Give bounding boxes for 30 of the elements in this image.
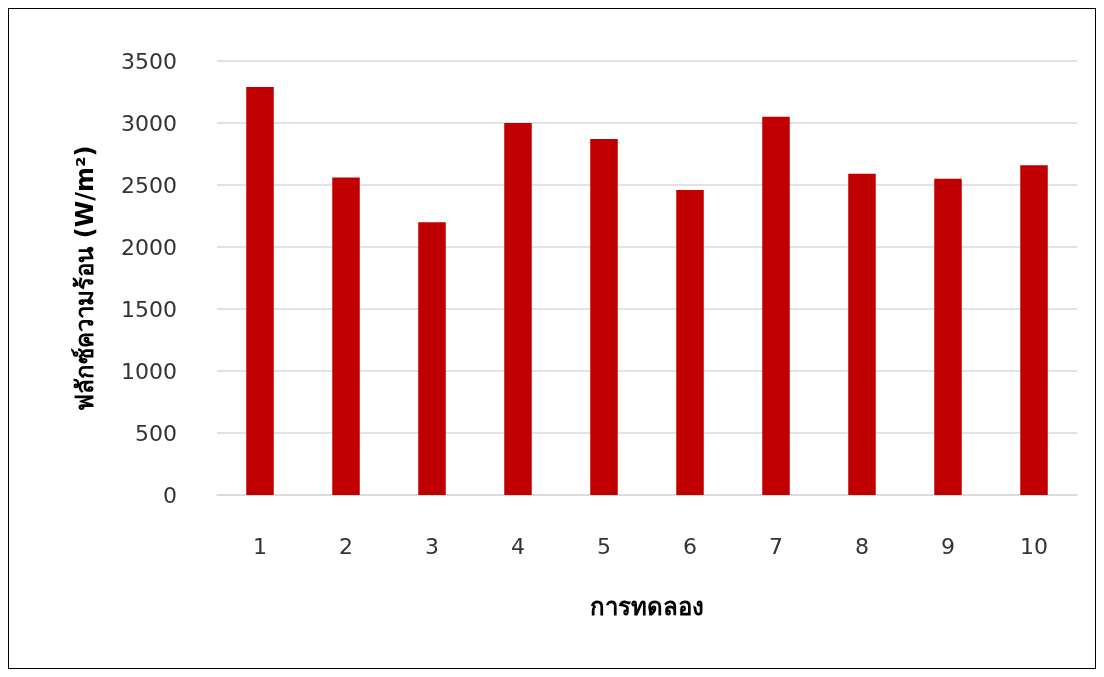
x-tick-label: 5	[597, 533, 611, 559]
x-tick-label: 6	[683, 533, 697, 559]
bar	[418, 222, 446, 495]
bar	[848, 173, 876, 495]
bar	[590, 139, 618, 495]
bar	[1020, 165, 1048, 495]
bar	[332, 177, 360, 495]
x-tick-label: 8	[855, 533, 869, 559]
y-axis-title: ฟลักซ์ความร้อน (W/m²)	[71, 145, 99, 411]
x-tick-label: 9	[941, 533, 955, 559]
bar	[246, 87, 274, 495]
x-tick-label: 3	[425, 533, 439, 559]
y-tick-label: 1500	[121, 296, 177, 322]
x-tick-label: 2	[339, 533, 353, 559]
bar	[676, 189, 704, 495]
x-tick-label: 4	[511, 533, 525, 559]
x-tick-label: 1	[253, 533, 267, 559]
y-tick-label: 3500	[121, 48, 177, 74]
y-tick-label: 1000	[121, 358, 177, 384]
y-tick-label: 2500	[121, 172, 177, 198]
bar	[762, 116, 790, 495]
y-tick-label: 2000	[121, 234, 177, 260]
bar	[504, 123, 532, 495]
y-tick-label: 3000	[121, 110, 177, 136]
bar	[934, 178, 962, 495]
y-tick-label: 500	[135, 420, 177, 446]
y-tick-label: 0	[163, 482, 177, 508]
x-axis-title: การทดลอง	[590, 593, 704, 621]
x-tick-label: 7	[769, 533, 783, 559]
x-tick-label: 10	[1020, 533, 1048, 559]
